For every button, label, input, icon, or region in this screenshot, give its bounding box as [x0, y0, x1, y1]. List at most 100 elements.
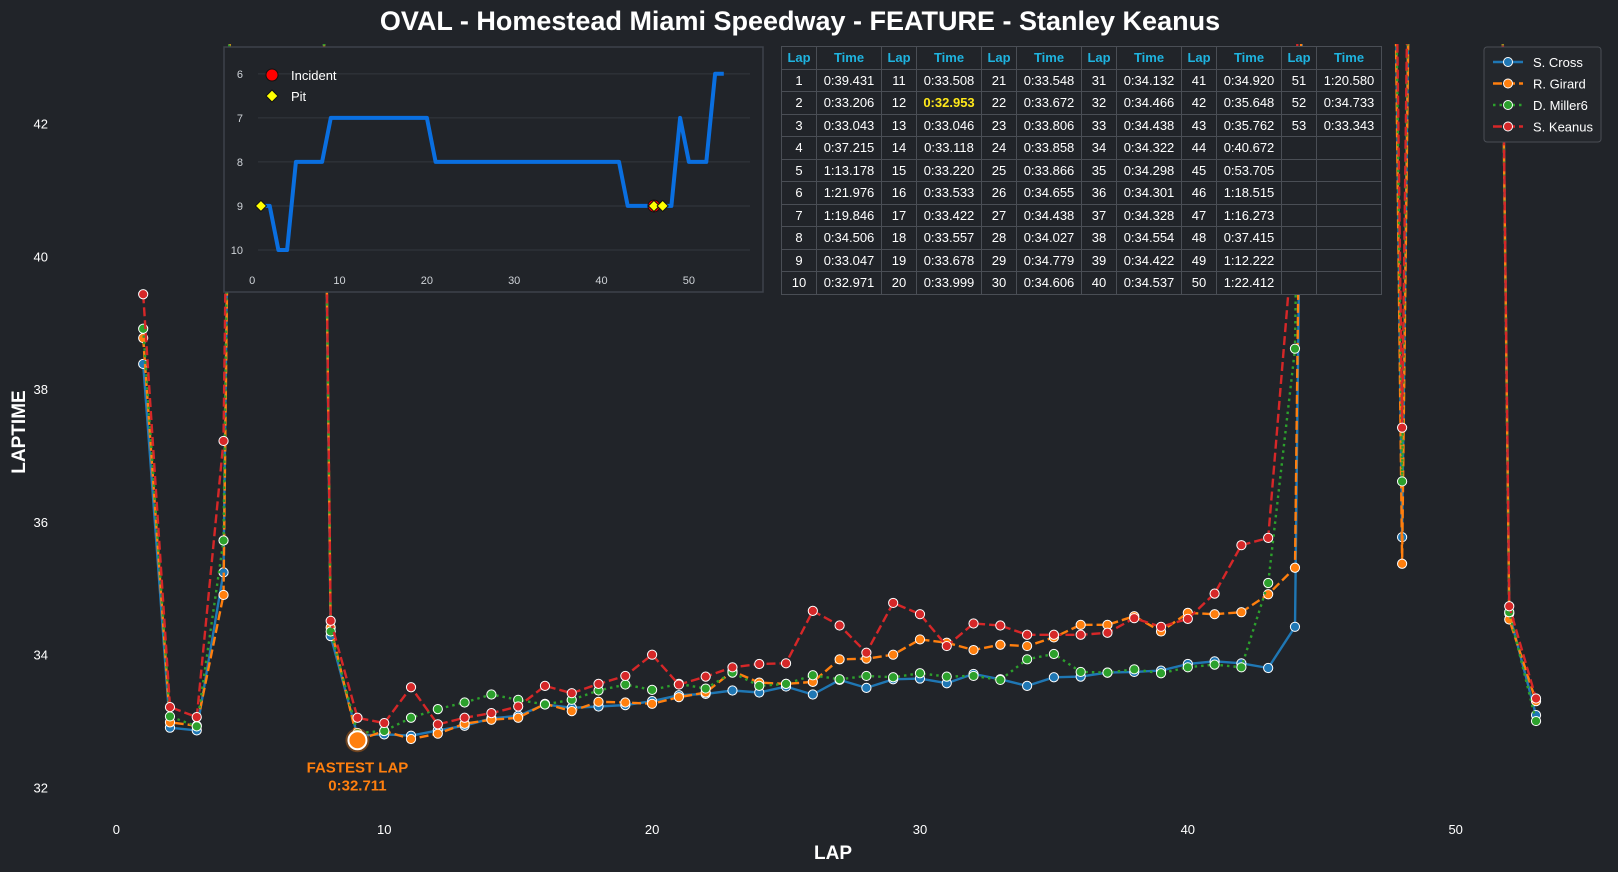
- inset-frame: [223, 46, 764, 293]
- lap-number-cell: 43: [1181, 113, 1217, 137]
- data-point: [700, 683, 711, 694]
- lap-number-cell: 27: [981, 203, 1017, 227]
- column-header-time: Time: [1116, 46, 1182, 70]
- data-point: [1182, 662, 1193, 673]
- lap-number-cell: 44: [1181, 136, 1217, 160]
- inset-y-tick-label: 10: [231, 245, 243, 257]
- lap-time-cell: 1:16.273: [1216, 203, 1282, 227]
- data-point: [620, 670, 631, 682]
- column-header-lap: Lap: [1281, 46, 1317, 70]
- lap-time-cell: 0:33.858: [1016, 136, 1082, 160]
- data-point: [486, 689, 497, 700]
- data-point: [1209, 588, 1220, 599]
- data-point: [432, 719, 443, 730]
- data-point: [1263, 577, 1274, 589]
- lap-time-cell: [1316, 248, 1382, 272]
- data-point: [1263, 589, 1274, 600]
- lap-time-cell: 0:40.672: [1216, 136, 1282, 160]
- data-point: [941, 640, 952, 652]
- data-point: [432, 704, 443, 715]
- lap-time-cell: [1316, 203, 1382, 227]
- lap-time-cell: 0:33.548: [1016, 68, 1082, 92]
- column-header-time: Time: [1216, 46, 1282, 70]
- series-layer: [138, 44, 1542, 746]
- lap-number-cell: [1281, 226, 1317, 250]
- y-tick-label: 40: [34, 249, 48, 264]
- lap-time-cell: 0:39.431: [816, 68, 882, 92]
- inset-y-tick-label: 7: [237, 113, 243, 125]
- data-point: [673, 692, 684, 703]
- table-row: 9 0:33.047 19 0:33.678 29 0:34.779 39 0:34.422 4…: [781, 248, 1382, 272]
- table-row: 2 0:33.206 12 0:32.953 22 0:33.672 32 0:34.466 4…: [781, 91, 1382, 115]
- lap-number-cell: 53: [1281, 113, 1317, 137]
- lap-number-cell: 23: [981, 113, 1017, 137]
- lap-times-table: Lap Time Lap Time Lap Time Lap Time Lap Time Lap Ti…: [781, 46, 1382, 295]
- lap-number-cell: 34: [1081, 136, 1117, 160]
- lap-number-cell: 48: [1181, 226, 1217, 250]
- data-point: [432, 728, 443, 739]
- column-header-time: Time: [1016, 46, 1082, 70]
- legend-frame: [1483, 46, 1602, 143]
- lap-time-cell: 0:34.779: [1016, 248, 1082, 272]
- lap-number-cell: 11: [881, 68, 917, 92]
- x-tick-label: 20: [645, 822, 659, 837]
- data-point: [486, 708, 497, 719]
- lap-number-cell: 12: [881, 91, 917, 115]
- inset-x-tick-label: 10: [333, 275, 345, 287]
- data-point: [1289, 343, 1301, 354]
- lap-number-cell: 39: [1081, 248, 1117, 272]
- lap-time-cell: 0:34.438: [1016, 203, 1082, 227]
- data-point: [1102, 667, 1113, 678]
- inset-legend-marker: [265, 68, 279, 82]
- data-point: [352, 712, 363, 723]
- y-tick-label: 34: [34, 648, 48, 663]
- data-point: [1129, 664, 1140, 675]
- data-point: [1102, 627, 1113, 638]
- lap-number-cell: 46: [1181, 181, 1217, 205]
- lap-time-cell: 0:33.047: [816, 248, 882, 272]
- lap-time-cell: 0:34.422: [1116, 248, 1182, 272]
- data-point: [1048, 629, 1059, 640]
- lap-number-cell: 13: [881, 113, 917, 137]
- lap-number-cell: 8: [781, 226, 817, 250]
- data-point: [995, 674, 1006, 686]
- inset-pit-marker: [254, 199, 268, 213]
- data-point: [1289, 562, 1301, 573]
- data-point: [459, 712, 470, 723]
- lap-time-cell: 0:34.506: [816, 226, 882, 250]
- chart-title: OVAL - Homestead Miami Speedway - FEATUR…: [380, 6, 1220, 36]
- lap-number-cell: [1281, 158, 1317, 182]
- data-point: [834, 654, 845, 665]
- data-point: [968, 644, 979, 656]
- lap-number-cell: 40: [1081, 271, 1117, 295]
- lap-time-cell: 0:33.533: [916, 181, 982, 205]
- data-point: [1236, 540, 1247, 551]
- lap-number-cell: 52: [1281, 91, 1317, 115]
- lap-time-cell: 0:53.705: [1216, 158, 1282, 182]
- data-point: [191, 711, 202, 723]
- data-point: [1022, 654, 1033, 665]
- data-point: [1075, 666, 1086, 678]
- data-point: [1236, 607, 1247, 618]
- lap-number-cell: 47: [1181, 203, 1217, 227]
- lap-number-cell: [1281, 181, 1317, 205]
- data-point: [968, 618, 979, 629]
- table-row: 4 0:37.215 14 0:33.118 24 0:33.858 34 0:34.322 4…: [781, 136, 1382, 160]
- lap-number-cell: 4: [781, 136, 817, 160]
- data-point: [995, 620, 1006, 631]
- lap-time-cell: 0:37.415: [1216, 226, 1282, 250]
- inset-x-tick-label: 0: [249, 275, 255, 287]
- data-point: [941, 671, 952, 682]
- legend-marker: [1503, 57, 1513, 67]
- table-row: 8 0:34.506 18 0:33.557 28 0:34.027 38 0:34.554 4…: [781, 226, 1382, 250]
- lap-time-cell: [1316, 158, 1382, 182]
- lap-time-cell: 1:13.178: [816, 158, 882, 182]
- data-point: [164, 711, 176, 722]
- data-point: [1209, 609, 1220, 620]
- table-row: 3 0:33.043 13 0:33.046 23 0:33.806 33 0:34.438 4…: [781, 113, 1382, 137]
- lap-time-cell: 0:34.328: [1116, 203, 1182, 227]
- data-point: [539, 699, 551, 710]
- lap-number-cell: 19: [881, 248, 917, 272]
- lap-time-cell: 0:34.655: [1016, 181, 1082, 205]
- x-tick-label: 0: [113, 822, 120, 837]
